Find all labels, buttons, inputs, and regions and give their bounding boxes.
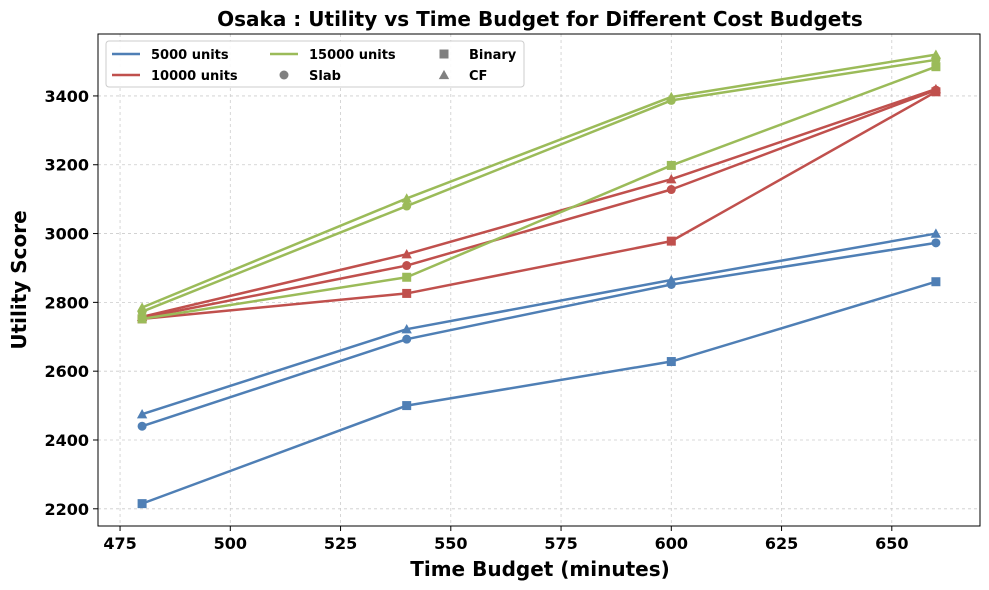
y-tick-label: 2600	[44, 362, 89, 381]
series-line	[141, 280, 937, 505]
series-line	[141, 53, 937, 309]
series-group	[136, 49, 942, 509]
data-point	[930, 228, 942, 238]
x-tick-label: 625	[765, 534, 798, 553]
legend-label: Binary	[469, 48, 517, 63]
y-tick-label: 2800	[44, 293, 89, 312]
legend: 5000 units 10000 units 15000 units Slab Bina…	[105, 40, 525, 88]
data-point	[666, 174, 677, 184]
legend-item: 5000 units	[112, 48, 229, 63]
axis-ticks: 475 500 525 550 575 600 625 650 2200 2400 2600 2800…	[44, 87, 908, 553]
y-tick-label: 2400	[44, 431, 89, 450]
x-tick-label: 650	[875, 534, 908, 553]
chart-title: Osaka : Utility vs Time Budget for Diffe…	[217, 7, 863, 31]
data-point	[402, 201, 412, 211]
data-point	[931, 277, 941, 287]
data-point	[402, 401, 412, 411]
data-point	[136, 302, 148, 312]
series-line	[141, 87, 937, 319]
x-tick-label: 550	[434, 534, 467, 553]
data-point	[402, 288, 412, 298]
data-point	[666, 357, 676, 367]
y-axis-label: Utility Score	[7, 210, 31, 349]
data-point	[401, 324, 412, 334]
legend-box	[105, 40, 525, 88]
data-point	[137, 421, 147, 431]
data-point	[666, 185, 676, 195]
data-point	[136, 409, 148, 419]
series-15000-cf	[136, 49, 942, 312]
series-line	[141, 232, 937, 416]
series-5000-binary	[137, 277, 941, 509]
data-point	[402, 261, 412, 271]
data-point	[401, 193, 412, 203]
series-10000-cf	[136, 83, 942, 321]
y-tick-label: 2200	[44, 500, 89, 519]
legend-item: Binary	[439, 48, 517, 63]
data-point	[931, 238, 941, 248]
y-tick-label: 3400	[44, 87, 89, 106]
series-line	[141, 65, 937, 321]
data-point	[666, 274, 677, 285]
series-5000-slab	[137, 238, 941, 431]
data-point	[666, 236, 676, 246]
grid	[98, 34, 980, 526]
data-point	[402, 334, 412, 344]
x-tick-label: 500	[214, 534, 247, 553]
series-line	[141, 90, 937, 321]
legend-item: 15000 units	[270, 48, 396, 63]
data-point	[930, 49, 942, 59]
legend-item: CF	[438, 69, 487, 84]
legend-marker-square	[439, 49, 449, 59]
data-point	[401, 249, 412, 259]
series-10000-binary	[137, 87, 941, 324]
x-tick-label: 575	[544, 534, 577, 553]
series-10000-slab	[137, 85, 941, 323]
plot-frame	[97, 33, 981, 527]
legend-label: 15000 units	[309, 48, 396, 63]
data-point	[137, 499, 147, 509]
x-tick-label: 525	[324, 534, 357, 553]
series-line	[141, 88, 937, 320]
legend-marker-triangle	[438, 69, 450, 80]
series-5000-cf	[136, 228, 942, 419]
series-line	[141, 241, 937, 428]
y-tick-label: 3200	[44, 156, 89, 175]
legend-label: 5000 units	[151, 48, 229, 63]
series-line	[141, 58, 937, 313]
series-15000-binary	[137, 62, 941, 324]
x-tick-label: 475	[103, 534, 136, 553]
legend-label: Slab	[309, 69, 341, 84]
legend-label: CF	[469, 69, 487, 84]
data-point	[402, 272, 412, 282]
y-tick-label: 3000	[44, 225, 89, 244]
legend-item: 10000 units	[112, 69, 238, 84]
data-point	[930, 83, 942, 94]
series-15000-slab	[137, 55, 941, 317]
data-point	[137, 314, 147, 324]
legend-item: Slab	[279, 69, 341, 84]
legend-label: 10000 units	[151, 69, 238, 84]
legend-marker-circle	[279, 70, 289, 80]
data-point	[666, 160, 676, 170]
x-axis-label: Time Budget (minutes)	[410, 557, 670, 581]
data-point	[931, 62, 941, 72]
data-point	[666, 91, 677, 102]
x-tick-label: 600	[655, 534, 688, 553]
